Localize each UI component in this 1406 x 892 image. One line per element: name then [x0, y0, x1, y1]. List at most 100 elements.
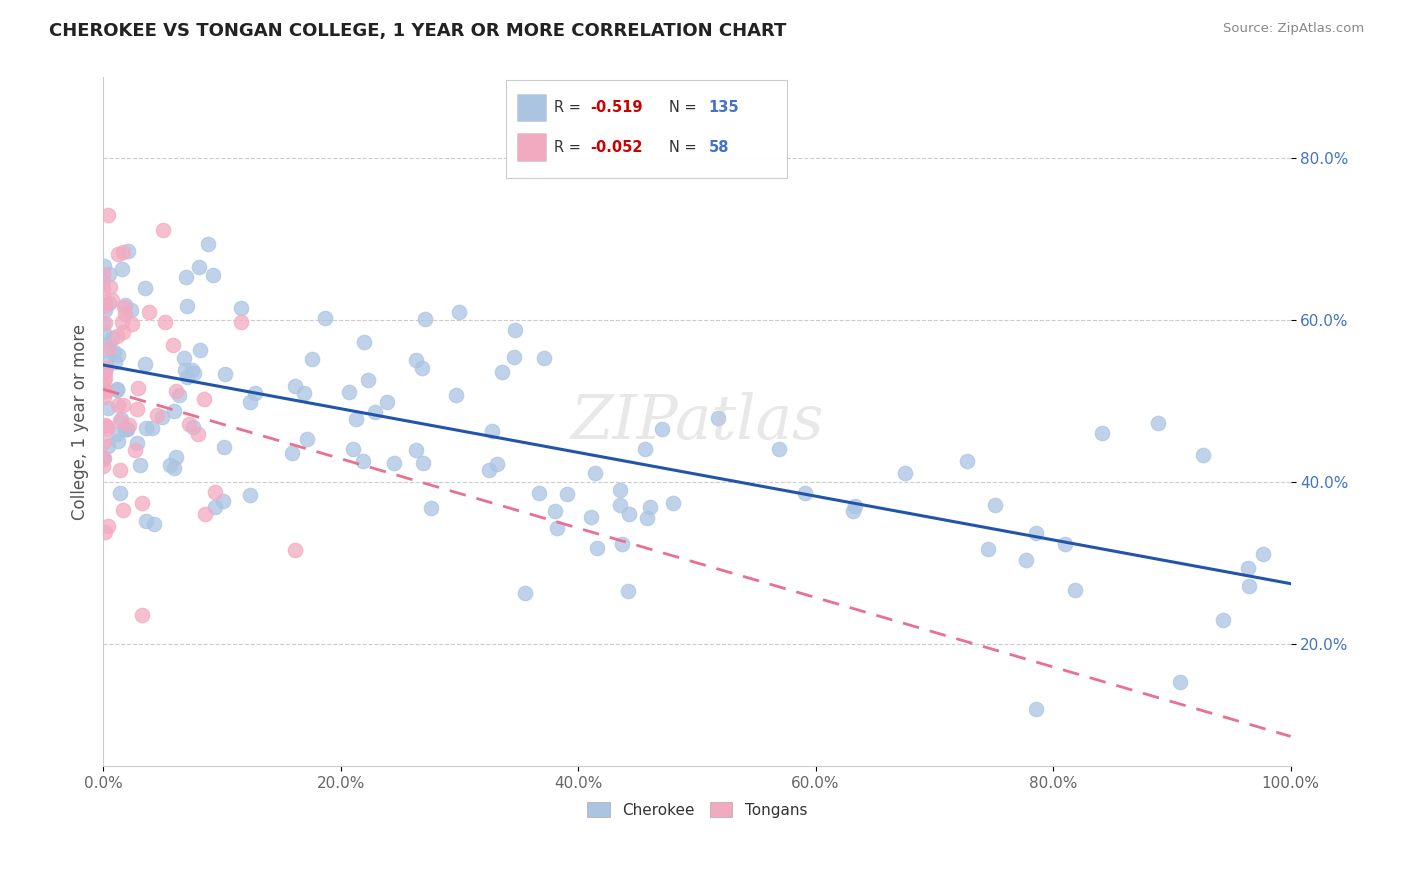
Point	[94, 302, 117, 317]
Point	[117, 422, 139, 436]
Point	[194, 507, 217, 521]
Point	[97, 267, 120, 281]
Point	[93, 459, 115, 474]
Point	[357, 373, 380, 387]
Point	[212, 494, 235, 508]
Point	[91, 281, 114, 295]
Point	[96, 341, 118, 355]
Point	[337, 385, 360, 400]
Point	[292, 386, 315, 401]
Point	[557, 487, 579, 501]
Point	[243, 386, 266, 401]
Point	[609, 483, 631, 497]
Point	[1025, 702, 1047, 716]
Point	[174, 270, 197, 285]
Point	[131, 496, 153, 510]
Point	[651, 422, 673, 436]
Point	[97, 209, 120, 223]
Point	[94, 343, 117, 357]
Point	[93, 451, 115, 466]
Point	[93, 326, 115, 341]
Point	[100, 331, 122, 345]
Point	[93, 364, 115, 378]
Point	[634, 442, 657, 457]
Point	[214, 367, 236, 381]
Text: -0.519: -0.519	[591, 100, 643, 115]
Point	[491, 365, 513, 379]
Point	[546, 521, 568, 535]
Point	[107, 348, 129, 362]
Point	[91, 316, 114, 330]
Point	[110, 262, 132, 277]
Point	[104, 355, 127, 369]
Point	[1147, 417, 1170, 431]
Point	[842, 503, 865, 517]
Point	[301, 351, 323, 366]
Point	[107, 247, 129, 261]
Point	[794, 485, 817, 500]
Point	[91, 379, 114, 393]
Text: N =: N =	[669, 139, 702, 154]
Point	[111, 245, 134, 260]
Text: N =: N =	[669, 100, 702, 115]
Text: -0.052: -0.052	[591, 139, 643, 154]
Point	[586, 541, 609, 555]
Point	[444, 387, 467, 401]
Point	[134, 357, 156, 371]
Point	[231, 301, 253, 316]
Point	[162, 338, 184, 352]
Point	[179, 417, 201, 431]
Point	[706, 411, 728, 425]
Y-axis label: College, 1 year or more: College, 1 year or more	[72, 324, 89, 520]
Point	[105, 382, 128, 396]
Point	[375, 395, 398, 409]
Point	[956, 454, 979, 468]
Point	[1192, 448, 1215, 462]
Point	[117, 244, 139, 259]
Point	[115, 422, 138, 436]
Point	[93, 260, 115, 274]
Point	[527, 486, 550, 500]
Point	[93, 384, 115, 398]
Point	[163, 460, 186, 475]
Point	[94, 355, 117, 369]
Point	[382, 456, 405, 470]
Point	[1237, 579, 1260, 593]
Point	[1168, 675, 1191, 690]
Point	[142, 516, 165, 531]
Point	[94, 295, 117, 310]
Point	[93, 373, 115, 387]
Point	[513, 585, 536, 599]
Point	[128, 458, 150, 472]
Text: R =: R =	[554, 100, 585, 115]
Point	[281, 446, 304, 460]
Point	[485, 457, 508, 471]
Point	[342, 442, 364, 457]
Point	[204, 500, 226, 514]
Point	[96, 419, 118, 434]
Point	[661, 496, 683, 510]
Point	[297, 432, 319, 446]
Point	[197, 237, 219, 252]
Point	[96, 421, 118, 435]
Point	[169, 387, 191, 401]
Point	[1053, 537, 1076, 551]
Point	[108, 463, 131, 477]
Point	[212, 441, 235, 455]
Point	[768, 442, 790, 456]
Point	[107, 398, 129, 412]
Point	[127, 381, 149, 395]
Point	[91, 452, 114, 467]
Point	[103, 344, 125, 359]
Point	[181, 419, 204, 434]
Point	[131, 607, 153, 622]
Point	[111, 325, 134, 339]
Point	[153, 315, 176, 329]
Point	[1063, 582, 1085, 597]
Point	[112, 503, 135, 517]
Point	[893, 466, 915, 480]
Point	[617, 507, 640, 521]
Point	[239, 488, 262, 502]
Point	[107, 383, 129, 397]
Point	[284, 379, 307, 393]
